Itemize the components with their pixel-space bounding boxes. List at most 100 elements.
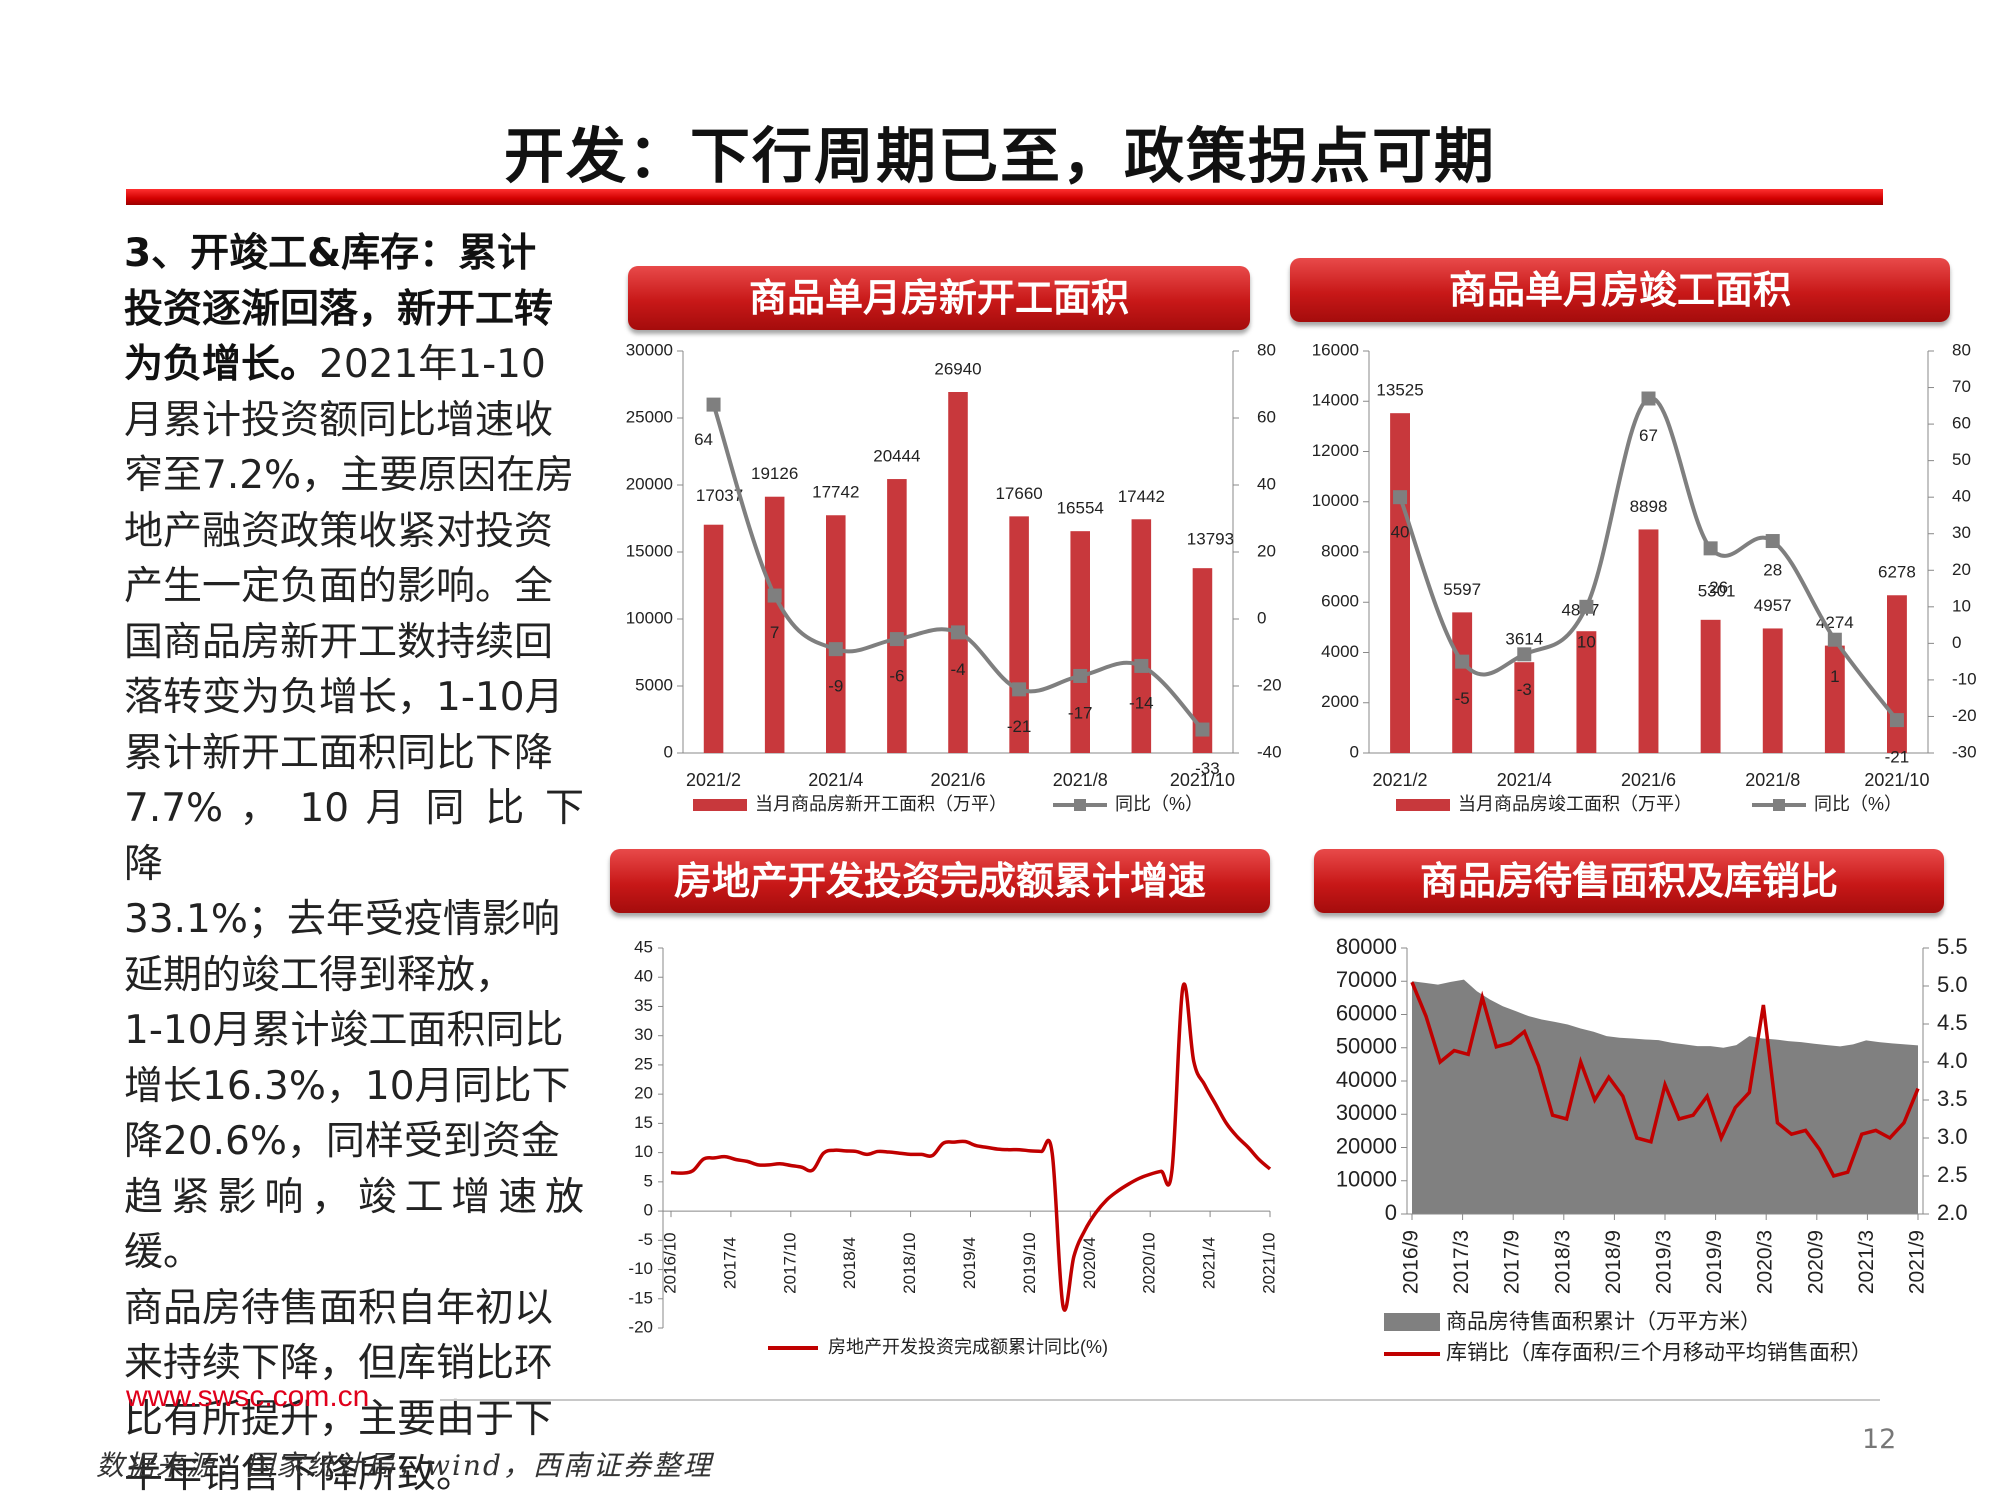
y-right-tick-label: 50: [1952, 450, 1971, 469]
y-right-tick-label: 60: [1952, 414, 1971, 433]
y-right-tick-label: 60: [1257, 407, 1276, 426]
x-tick-label: 2021/9: [1906, 1230, 1929, 1294]
inventory-ratio-line: [1410, 981, 1920, 1179]
body-bold-segment: 为负增长。: [124, 342, 320, 387]
y-left-tick-label: 4000: [1321, 642, 1359, 661]
bar-data-label: 3614: [1505, 630, 1543, 649]
body-line: 3、开竣工&库存：累计: [124, 226, 584, 282]
bar: [1452, 612, 1473, 753]
y-left-tick-label: 25000: [626, 407, 673, 426]
body-line: 为负增长。2021年1-10: [124, 337, 584, 393]
yoy-marker: [1134, 658, 1149, 673]
legend-swatch-area: [1384, 1313, 1440, 1331]
yoy-marker: [1765, 534, 1780, 549]
y-right-tick-label: 5.0: [1937, 972, 1968, 997]
body-segment: 趋紧影响，竣工增速放缓。: [124, 1174, 584, 1276]
page-number: 12: [1862, 1424, 1897, 1455]
yoy-data-label: -21: [1007, 717, 1032, 736]
title-underline-bar: [126, 189, 1883, 205]
bar: [1762, 628, 1783, 753]
site-url[interactable]: www.swsc.com.cn: [126, 1380, 370, 1413]
body-line: 落转变为负增长，1-10月: [124, 670, 584, 726]
y-left-tick-label: 10000: [1336, 1167, 1397, 1192]
x-tick-label: 2021/3: [1855, 1230, 1878, 1294]
bar-data-label: 17442: [1118, 487, 1165, 506]
y-right-tick-label: -20: [1257, 675, 1282, 694]
y-tick-label: 25: [634, 1054, 653, 1073]
legend-label: 商品房待售面积累计（万平方米）: [1446, 1311, 1761, 1334]
bar-data-label: 17742: [812, 483, 859, 502]
bar: [826, 515, 846, 753]
body-segment: 窄至7.2%，主要原因在房: [124, 453, 575, 498]
y-right-tick-label: 0: [1952, 633, 1961, 652]
y-left-tick-label: 30000: [626, 340, 673, 359]
body-segment: 半年销售下降所致。: [124, 1452, 476, 1497]
yoy-data-label: 67: [1639, 426, 1658, 445]
body-segment: 比有所提升，主要由于下: [124, 1396, 554, 1442]
bar: [1700, 619, 1721, 753]
bar-data-label: 20444: [873, 447, 920, 466]
y-right-tick-label: 2.5: [1937, 1162, 1968, 1187]
x-tick-label: 2019/10: [1020, 1232, 1039, 1293]
investment-growth-line: [670, 982, 1272, 1312]
y-tick-label: 10: [634, 1142, 653, 1161]
bar: [1070, 531, 1090, 753]
body-line: 月累计投资额同比增速收: [124, 393, 584, 449]
x-tick-label: 2020/4: [1080, 1237, 1099, 1289]
body-line: 窄至7.2%，主要原因在房: [124, 448, 584, 504]
bar-data-label: 5597: [1443, 580, 1481, 599]
yoy-marker: [1073, 668, 1088, 683]
body-line: 累计新开工面积同比下降: [124, 726, 584, 782]
yoy-marker: [1393, 490, 1408, 505]
legend-label: 同比（%）: [1115, 794, 1203, 814]
y-left-tick-label: 14000: [1312, 391, 1359, 410]
yoy-marker: [828, 642, 843, 657]
y-right-tick-label: 5.5: [1937, 934, 1968, 959]
body-segment: 累计新开工面积同比下降: [124, 730, 554, 776]
body-bold-segment: 3、开竣工&库存：累计: [124, 231, 537, 276]
x-tick-label: 2021/2: [686, 770, 741, 790]
bar: [948, 392, 968, 753]
yoy-marker: [767, 588, 782, 603]
y-left-tick-label: 70000: [1336, 967, 1397, 992]
chart4-title: 商品房待售面积及库销比: [1314, 849, 1944, 913]
x-tick-label: 2020/10: [1140, 1232, 1159, 1293]
y-left-tick-label: 60000: [1336, 1000, 1397, 1025]
body-line: 7.7% ， 10 月 同 比 下 降: [124, 781, 584, 892]
yoy-data-label: -33: [1195, 759, 1220, 778]
yoy-data-label: 40: [1391, 523, 1410, 542]
body-line: 延期的竣工得到释放，: [124, 948, 584, 1004]
x-tick-label: 2021/2: [1373, 770, 1428, 790]
body-segment: 国商品房新开工数持续回: [124, 619, 554, 665]
yoy-marker: [1517, 647, 1532, 662]
yoy-data-label: 7: [770, 623, 779, 642]
body-text: 3、开竣工&库存：累计投资逐渐回落，新开工转 为负增长。2021年1-10 月累计投…: [124, 226, 584, 1503]
yoy-data-label: -21: [1885, 748, 1910, 767]
x-tick-label: 2017/10: [780, 1232, 799, 1293]
y-left-tick-label: 6000: [1321, 592, 1359, 611]
y-right-tick-label: -40: [1257, 742, 1282, 761]
body-line: 降20.6%，同样受到资金: [124, 1114, 584, 1170]
y-right-tick-label: 4.0: [1937, 1048, 1968, 1073]
y-left-tick-label: 20000: [626, 474, 673, 493]
body-line: 产生一定负面的影响。全: [124, 559, 584, 615]
y-right-tick-label: 40: [1952, 487, 1971, 506]
yoy-data-label: -4: [950, 660, 965, 679]
legend-label: 库销比（库存面积/三个月移动平均销售面积）: [1446, 1342, 1872, 1365]
y-right-tick-label: 20: [1952, 560, 1971, 579]
y-left-tick-label: 16000: [1312, 340, 1359, 359]
yoy-marker: [1579, 599, 1594, 614]
yoy-data-label: 1: [1830, 667, 1839, 686]
y-left-tick-label: 40000: [1336, 1067, 1397, 1092]
y-left-tick-label: 30000: [1336, 1100, 1397, 1125]
x-tick-label: 2019/4: [960, 1237, 979, 1289]
yoy-data-label: -6: [889, 667, 904, 686]
y-left-tick-label: 10000: [1312, 491, 1359, 510]
y-right-tick-label: -30: [1952, 742, 1977, 761]
x-tick-label: 2021/8: [1745, 770, 1800, 790]
x-tick-label: 2016/9: [1400, 1230, 1423, 1294]
y-tick-label: -5: [638, 1230, 653, 1249]
body-line: 投资逐渐回落，新开工转: [124, 282, 584, 338]
y-left-tick-label: 50000: [1336, 1034, 1397, 1059]
y-right-tick-label: 3.5: [1937, 1086, 1968, 1111]
